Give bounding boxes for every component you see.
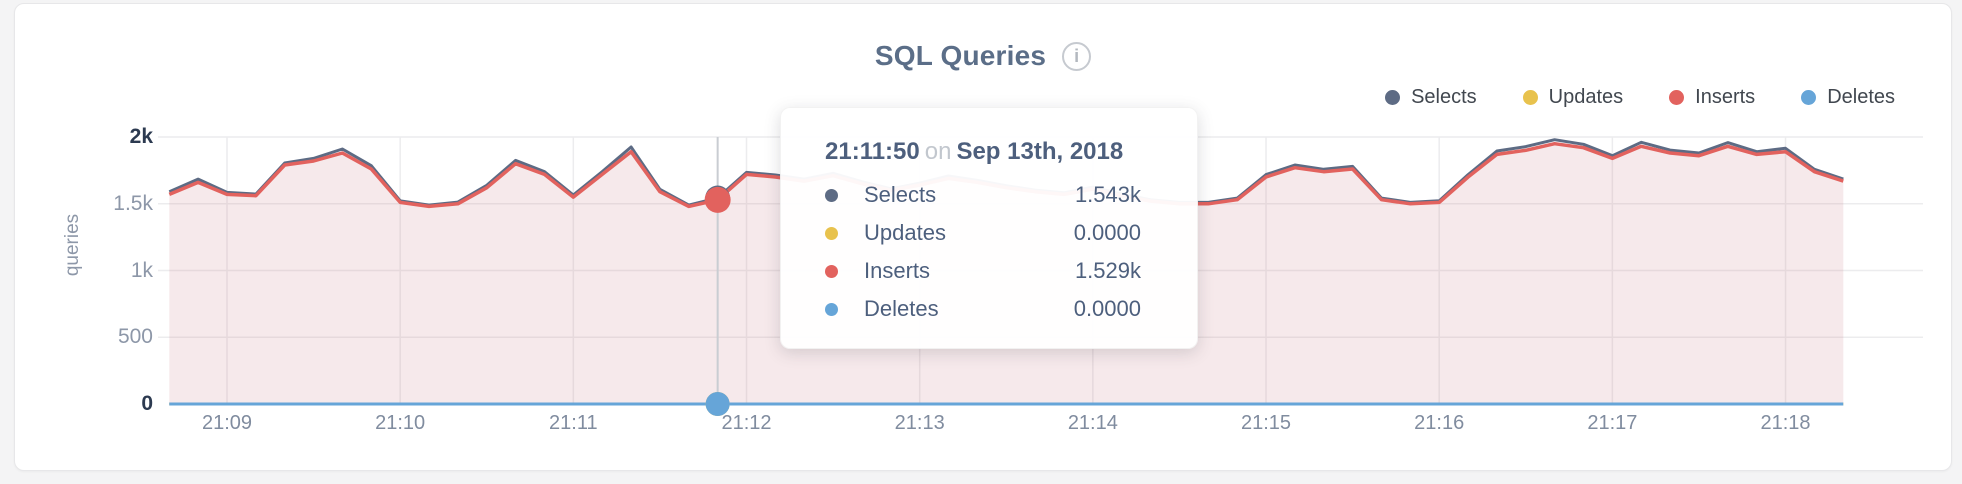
legend-item-selects[interactable]: Selects — [1385, 86, 1477, 109]
legend-dot-icon — [1522, 90, 1538, 105]
x-tick-label: 21:13 — [894, 412, 945, 434]
x-tick-label: 21:17 — [1587, 412, 1638, 434]
y-tick-label: 500 — [117, 325, 153, 349]
x-tick-label: 21:14 — [1067, 412, 1118, 434]
tooltip-series-dot-icon — [825, 188, 838, 202]
chart-legend: Selects Updates Inserts Deletes — [1385, 86, 1895, 109]
chart-card: SQL Queries i Selects Updates Inserts Delet… — [14, 3, 1952, 471]
tooltip-series-value: 1.529k — [1074, 258, 1141, 283]
x-tick-label: 21:09 — [201, 412, 253, 434]
tooltip-series-label: Deletes — [864, 296, 939, 321]
legend-label: Deletes — [1827, 86, 1895, 108]
tooltip-series-dot-icon — [825, 302, 838, 316]
tooltip-date: Sep 13th, 2018 — [956, 138, 1124, 165]
legend-label: Updates — [1548, 86, 1624, 108]
tooltip-series-value: 1.543k — [1074, 182, 1141, 207]
x-tick-label: 21:12 — [721, 412, 772, 434]
deletes-hover-dot — [705, 392, 730, 416]
legend-label: Inserts — [1695, 86, 1756, 108]
inserts-hover-dot — [704, 186, 731, 213]
legend-item-deletes[interactable]: Deletes — [1801, 86, 1895, 109]
x-tick-label: 21:15 — [1240, 412, 1292, 434]
tooltip-on-word: on — [924, 138, 952, 165]
info-icon[interactable]: i — [1062, 41, 1092, 71]
tooltip-header: 21:11:50 on Sep 13th, 2018 — [825, 138, 1141, 166]
legend-dot-icon — [1669, 90, 1685, 105]
tooltip-row: Updates 0.0000 — [825, 214, 1141, 252]
legend-item-inserts[interactable]: Inserts — [1669, 86, 1755, 109]
x-tick-label: 21:16 — [1414, 412, 1465, 434]
legend-item-updates[interactable]: Updates — [1522, 86, 1624, 109]
tooltip-series-label: Updates — [864, 220, 946, 245]
chart-header: SQL Queries i — [15, 40, 1951, 72]
tooltip-row: Selects 1.543k — [825, 176, 1141, 214]
x-tick-label: 21:18 — [1760, 412, 1811, 434]
y-tick-label: 1.5k — [113, 191, 153, 215]
tooltip-rows: Selects 1.543k Updates 0.0000 Inserts 1.529k D… — [825, 176, 1141, 328]
legend-dot-icon — [1385, 90, 1401, 105]
tooltip-series-dot-icon — [825, 226, 838, 240]
y-tick-label: 1k — [130, 258, 153, 282]
x-tick-label: 21:10 — [375, 412, 426, 434]
tooltip-series-dot-icon — [825, 264, 838, 278]
legend-label: Selects — [1411, 86, 1477, 108]
tooltip-series-label: Selects — [864, 182, 937, 207]
y-tick-label: 2k — [129, 125, 153, 148]
tooltip-time: 21:11:50 — [825, 138, 920, 165]
tooltip-row: Deletes 0.0000 — [825, 290, 1141, 328]
legend-dot-icon — [1801, 90, 1817, 105]
tooltip-series-value: 0.0000 — [1073, 220, 1141, 245]
y-axis-title: queries — [62, 213, 83, 277]
x-tick-label: 21:11 — [549, 412, 598, 434]
tooltip-row: Inserts 1.529k — [825, 252, 1141, 290]
y-tick-label: 0 — [141, 392, 153, 415]
chart-tooltip: 21:11:50 on Sep 13th, 2018 Selects 1.543k Up… — [780, 107, 1198, 349]
tooltip-series-value: 0.0000 — [1073, 296, 1141, 321]
tooltip-series-label: Inserts — [864, 258, 931, 283]
chart-title: SQL Queries — [874, 40, 1047, 71]
